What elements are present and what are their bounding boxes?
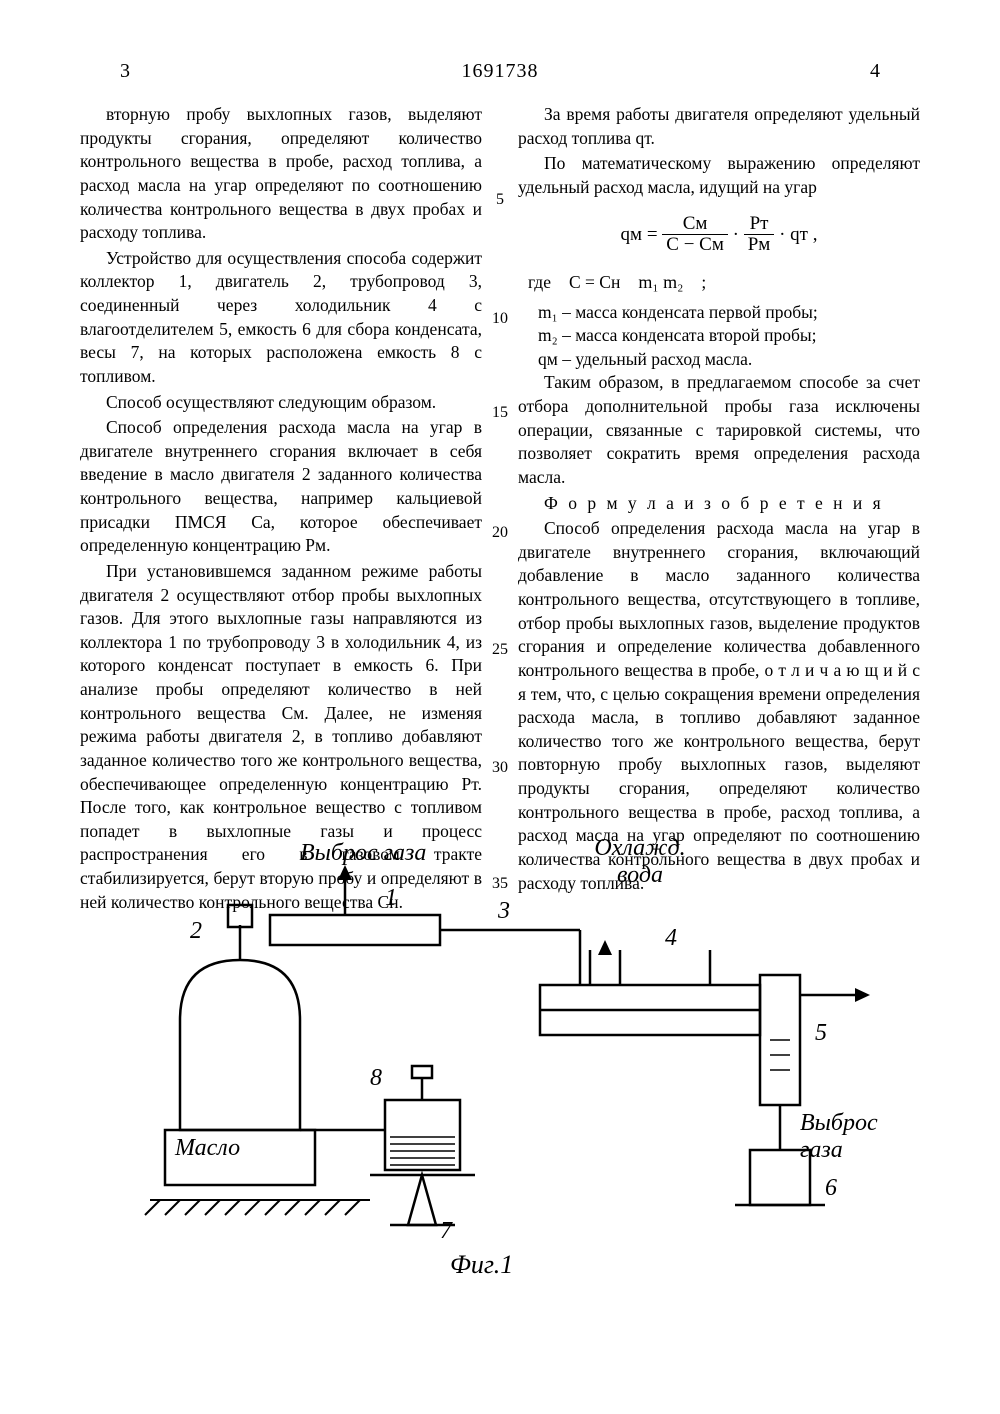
- callout-4: 4: [665, 925, 677, 952]
- scale-stand: [408, 1175, 436, 1225]
- fraction: m₁ m₂: [638, 270, 683, 294]
- columns: вторную пробу выхлопных газов, выделяют …: [80, 103, 920, 916]
- figure-caption: Фиг.1: [450, 1250, 513, 1280]
- claims-title: Ф о р м у л а и з о б р е т е н и я: [518, 492, 920, 516]
- callout-3: 3: [498, 898, 510, 925]
- para: вторную пробу выхлопных газов, выделяют …: [80, 103, 482, 245]
- denominator: C − Cм: [662, 235, 728, 256]
- definitions: m₁ – масса конденсата первой пробы; m₂ –…: [538, 301, 920, 372]
- page-number-left: 3: [120, 60, 130, 83]
- formula-lhs: qм =: [621, 223, 658, 244]
- denominator: Pм: [744, 235, 775, 256]
- arrow-right-icon: [855, 988, 870, 1002]
- page-number-right: 4: [870, 60, 880, 83]
- line-number: 15: [488, 402, 512, 424]
- def-line: m₂ – масса конденсата второй пробы;: [538, 324, 920, 348]
- dot: ·: [733, 223, 739, 244]
- para: За время работы двигателя определяют уде…: [518, 103, 920, 150]
- column-right: За время работы двигателя определяют уде…: [518, 103, 920, 916]
- callout-2: 2: [190, 918, 202, 945]
- fuel-hatch: [390, 1137, 455, 1165]
- callout-7: 7: [440, 1218, 452, 1245]
- numerator: Pт: [744, 214, 775, 236]
- callout-5: 5: [815, 1020, 827, 1047]
- def-line: qм – удельный расход масла.: [538, 348, 920, 372]
- label-gas-out: Выброс газа: [300, 840, 426, 867]
- collector: [270, 915, 440, 945]
- dot: ·: [779, 223, 785, 244]
- label-gas-out-2: Выброс газа: [800, 1110, 910, 1164]
- numerator: Cм: [662, 214, 728, 236]
- claims-title-text: Ф о р м у л а и з о б р е т е н и я: [544, 493, 884, 513]
- formula-tail: qт ,: [790, 223, 817, 244]
- callout-6: 6: [825, 1175, 837, 1202]
- fuel-tank: [385, 1100, 460, 1170]
- header-row: 3 1691738 4: [80, 60, 920, 83]
- para: Способ определения расхода масла на угар…: [80, 416, 482, 558]
- patent-number: 1691738: [130, 60, 870, 83]
- para: По математическому выражению определяют …: [518, 152, 920, 199]
- line-number: 20: [488, 522, 512, 544]
- formula-where-lhs: C = Cн: [569, 271, 620, 295]
- para: Таким образом, в предлагаемом способе за…: [518, 371, 920, 489]
- callout-8: 8: [370, 1065, 382, 1092]
- numerator: m₁: [638, 272, 658, 292]
- figure-1: Выброс газа Охлажд. вода Масло Выброс га…: [120, 830, 900, 1350]
- fraction: Cм C − Cм: [662, 214, 728, 257]
- line-number: 5: [488, 189, 512, 211]
- formula-where-row: где C = Cн m₁ m₂ ;: [528, 270, 920, 294]
- line-number: 30: [488, 757, 512, 779]
- formula-tail: ;: [701, 271, 706, 295]
- callout-1: 1: [385, 885, 397, 912]
- ground-hatch: [145, 1200, 370, 1215]
- line-number: 10: [488, 308, 512, 330]
- column-left: вторную пробу выхлопных газов, выделяют …: [80, 103, 482, 916]
- label-cool-water: Охлажд. вода: [570, 835, 710, 889]
- where-label: где: [528, 271, 551, 295]
- fuel-cap: [412, 1066, 432, 1078]
- engine-body: [180, 960, 300, 1130]
- line-number: 25: [488, 639, 512, 661]
- formula-main: qм = Cм C − Cм · Pт Pм · qт ,: [518, 214, 920, 257]
- def-line: m₁ – масса конденсата первой пробы;: [538, 301, 920, 325]
- para: Устройство для осуществления способа сод…: [80, 247, 482, 389]
- arrow-up-icon: [598, 940, 612, 955]
- fraction: Pт Pм: [744, 214, 775, 257]
- label-oil: Масло: [175, 1135, 240, 1162]
- para: Способ осуществляют следующим образом.: [80, 391, 482, 415]
- arrow-up-icon: [338, 865, 352, 880]
- piston-head: [228, 905, 252, 927]
- page: 3 1691738 4 вторную пробу выхлопных газо…: [0, 0, 1000, 1414]
- denominator: m₂: [663, 272, 683, 292]
